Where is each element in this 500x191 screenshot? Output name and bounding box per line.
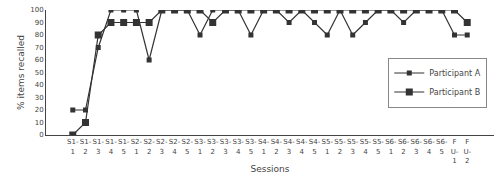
svg-text:S2-2: S2-2: [143, 138, 155, 155]
svg-text:S1-4: S1-4: [105, 138, 117, 155]
svg-text:90: 90: [35, 19, 44, 27]
svg-text:S6-2: S6-2: [398, 138, 410, 155]
svg-text:S6-1: S6-1: [385, 138, 397, 155]
svg-text:S4-2: S4-2: [271, 138, 283, 155]
svg-text:FU-2: FU-2: [463, 138, 471, 164]
svg-text:S5-3: S5-3: [347, 138, 359, 155]
svg-text:FU-1: FU-1: [451, 138, 459, 164]
svg-text:S2-1: S2-1: [131, 138, 143, 155]
svg-text:S4-3: S4-3: [283, 138, 295, 155]
svg-text:S1-2: S1-2: [80, 138, 92, 155]
svg-text:S5-5: S5-5: [372, 138, 384, 155]
svg-text:20: 20: [35, 106, 44, 114]
svg-text:Participant B: Participant B: [429, 88, 480, 97]
svg-text:70: 70: [35, 44, 44, 52]
svg-text:S2-4: S2-4: [169, 138, 181, 155]
svg-text:Participant A: Participant A: [429, 69, 480, 78]
svg-text:30: 30: [35, 94, 44, 102]
svg-text:S3-4: S3-4: [232, 138, 244, 155]
svg-text:60: 60: [35, 56, 44, 64]
svg-text:S2-3: S2-3: [156, 138, 168, 155]
svg-text:80: 80: [35, 31, 44, 39]
svg-text:Sessions: Sessions: [250, 164, 289, 174]
svg-text:S3-5: S3-5: [245, 138, 257, 155]
svg-text:S5-4: S5-4: [360, 138, 372, 155]
svg-text:0: 0: [39, 131, 43, 139]
svg-text:S3-1: S3-1: [194, 138, 206, 155]
svg-text:S6-3: S6-3: [411, 138, 423, 155]
svg-text:10: 10: [35, 119, 44, 127]
svg-text:40: 40: [35, 81, 44, 89]
svg-text:S6-5: S6-5: [436, 138, 448, 155]
svg-text:S5-2: S5-2: [334, 138, 346, 155]
svg-text:S2-5: S2-5: [182, 138, 194, 155]
svg-text:S4-1: S4-1: [258, 138, 270, 155]
svg-text:S1-5: S1-5: [118, 138, 130, 155]
svg-text:100: 100: [30, 6, 43, 14]
svg-text:S1-1: S1-1: [67, 138, 79, 155]
svg-text:S1-3: S1-3: [93, 138, 105, 155]
svg-text:S4-5: S4-5: [309, 138, 321, 155]
svg-text:S3-2: S3-2: [207, 138, 219, 155]
svg-text:% items recalled: % items recalled: [16, 35, 26, 110]
svg-text:S4-4: S4-4: [296, 138, 308, 155]
svg-text:50: 50: [35, 69, 44, 77]
svg-text:S6-4: S6-4: [423, 138, 435, 155]
svg-text:S3-3: S3-3: [220, 138, 232, 155]
svg-text:S5-1: S5-1: [322, 138, 334, 155]
